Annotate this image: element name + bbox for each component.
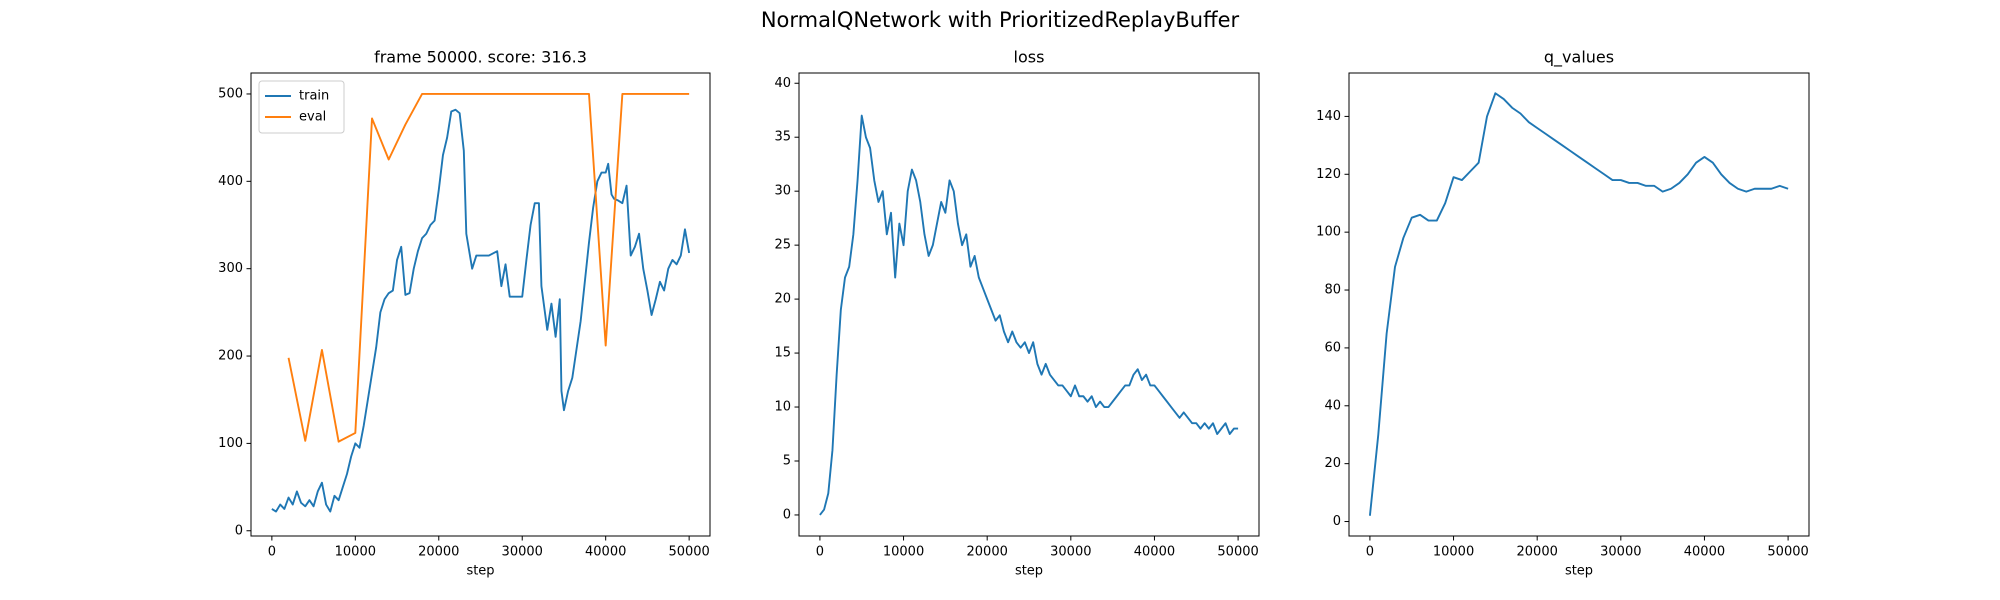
y-tick-label: 80 — [1324, 283, 1341, 298]
y-tick-label: 30 — [774, 184, 791, 199]
y-tick-label: 140 — [1316, 109, 1341, 124]
x-tick-label: 10000 — [335, 545, 376, 560]
x-axis-label: step — [1015, 564, 1043, 579]
x-tick-label: 50000 — [668, 545, 709, 560]
x-tick-label: 40000 — [1684, 545, 1725, 560]
x-tick-label: 30000 — [1050, 545, 1091, 560]
y-tick-label: 0 — [1333, 514, 1341, 529]
subplot-title: frame 50000. score: 316.3 — [374, 48, 587, 67]
figure-title: NormalQNetwork with PrioritizedReplayBuf… — [761, 8, 1240, 32]
series-line — [271, 108, 691, 513]
subplot: q_values 0 10000 20000 30000 40000 50000 0 20 40 6… — [1316, 48, 1810, 579]
series-line — [1368, 92, 1789, 516]
x-tick-label: 40000 — [585, 545, 626, 560]
axes-frame — [1348, 72, 1810, 537]
y-tick-label: 35 — [774, 130, 791, 145]
y-tick-label: 300 — [218, 261, 243, 276]
x-tick-label: 0 — [816, 545, 824, 560]
y-tick-label: 10 — [774, 400, 791, 415]
x-axis-label: step — [1565, 564, 1593, 579]
y-tick-label: 20 — [1324, 456, 1341, 471]
y-tick-label: 100 — [218, 436, 243, 451]
subplot: loss 0 10000 20000 30000 40000 50000 0 5 10 15 20 25… — [774, 48, 1260, 579]
legend-label: eval — [299, 110, 326, 125]
legend-label: train — [299, 89, 329, 104]
x-tick-label: 30000 — [502, 545, 543, 560]
x-tick-label: 0 — [268, 545, 276, 560]
y-tick-label: 400 — [218, 174, 243, 189]
axes-frame — [798, 72, 1260, 537]
axes-frame — [250, 72, 711, 537]
x-tick-label: 50000 — [1767, 545, 1808, 560]
x-tick-label: 50000 — [1217, 545, 1258, 560]
y-tick-label: 40 — [1324, 398, 1341, 413]
series-line — [819, 114, 1239, 516]
y-tick-label: 500 — [218, 86, 243, 101]
x-tick-label: 20000 — [418, 545, 459, 560]
y-tick-label: 20 — [774, 292, 791, 307]
y-tick-label: 60 — [1324, 340, 1341, 355]
y-tick-label: 25 — [774, 238, 791, 253]
y-tick-label: 5 — [783, 453, 791, 468]
x-tick-label: 10000 — [1433, 545, 1474, 560]
x-tick-label: 10000 — [883, 545, 924, 560]
x-axis-label: step — [466, 564, 494, 579]
legend: train eval — [258, 80, 345, 134]
x-tick-label: 0 — [1366, 545, 1374, 560]
y-tick-label: 40 — [774, 76, 791, 91]
y-tick-label: 100 — [1316, 225, 1341, 240]
y-tick-label: 120 — [1316, 167, 1341, 182]
subplot-title: loss — [1014, 48, 1045, 67]
y-tick-label: 0 — [235, 523, 243, 538]
y-tick-label: 200 — [218, 349, 243, 364]
x-tick-label: 20000 — [1517, 545, 1558, 560]
series-line — [287, 93, 690, 443]
x-tick-label: 20000 — [967, 545, 1008, 560]
x-tick-label: 40000 — [1134, 545, 1175, 560]
subplot: frame 50000. score: 316.30 10000 20000 3000… — [218, 48, 711, 579]
x-tick-label: 30000 — [1600, 545, 1641, 560]
subplot-title: q_values — [1544, 48, 1614, 68]
y-tick-label: 15 — [774, 346, 791, 361]
y-tick-label: 0 — [783, 507, 791, 522]
legend-box — [258, 80, 345, 134]
